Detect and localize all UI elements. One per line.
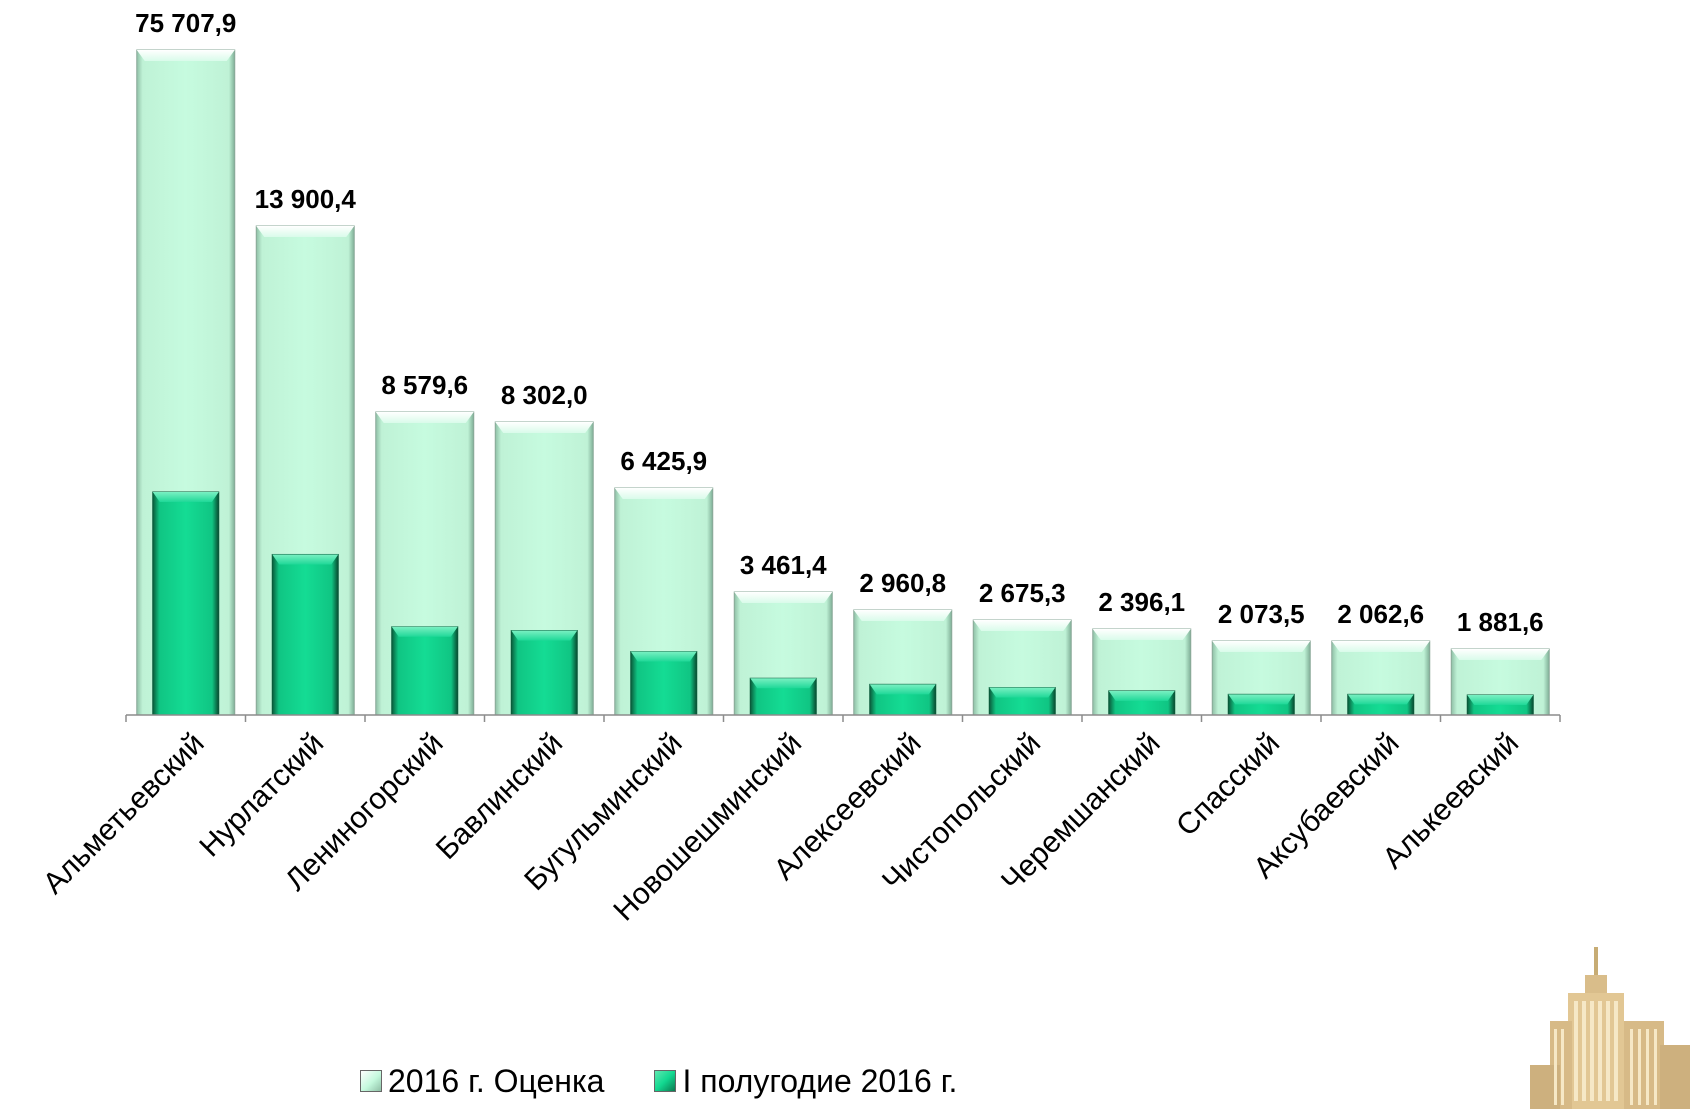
legend-item-estimate: 2016 г. Оценка bbox=[360, 1063, 604, 1100]
value-label: 6 425,9 bbox=[620, 446, 707, 476]
bar-estimate-bevel bbox=[853, 610, 952, 621]
value-label: 8 302,0 bbox=[501, 380, 588, 410]
bar-group bbox=[494, 421, 594, 716]
bar-group bbox=[255, 225, 355, 716]
bar-estimate-bevel bbox=[973, 620, 1072, 631]
bar-estimate-bevel bbox=[734, 592, 833, 603]
bar-group bbox=[375, 411, 475, 716]
legend-item-half-year: I полугодие 2016 г. bbox=[654, 1063, 957, 1100]
legend: 2016 г. Оценка I полугодие 2016 г. bbox=[360, 1061, 1007, 1101]
bar-group bbox=[136, 49, 236, 716]
bar-estimate-bevel bbox=[375, 412, 474, 423]
bar-group bbox=[1092, 628, 1192, 716]
value-label: 2 675,3 bbox=[979, 578, 1066, 608]
bar-estimate-bevel bbox=[256, 226, 355, 237]
legend-swatch-estimate bbox=[360, 1070, 382, 1092]
value-label: 13 900,4 bbox=[255, 184, 357, 214]
bar-half-year-bevel bbox=[272, 554, 339, 565]
bar-half-year-bevel bbox=[869, 684, 936, 695]
bar-half-year-bevel bbox=[630, 651, 697, 662]
bar-estimate-bevel bbox=[1212, 641, 1311, 652]
value-label: 2 396,1 bbox=[1098, 587, 1185, 617]
value-label: 3 461,4 bbox=[740, 550, 827, 580]
bar-group bbox=[972, 619, 1072, 716]
bar-half-year-bevel bbox=[152, 492, 219, 502]
bar-estimate-bevel bbox=[614, 488, 713, 499]
value-label: 2 960,8 bbox=[859, 568, 946, 598]
legend-label-half-year: I полугодие 2016 г. bbox=[682, 1062, 958, 1099]
bar-group bbox=[853, 609, 953, 716]
bar-half-year-bevel bbox=[989, 687, 1056, 698]
building-icon bbox=[1530, 947, 1690, 1109]
bar-estimate-bevel bbox=[495, 422, 594, 433]
bar-half-year bbox=[510, 630, 578, 716]
value-label: 2 062,6 bbox=[1337, 599, 1424, 629]
bar-half-year bbox=[152, 491, 220, 716]
bar-half-year-bevel bbox=[1347, 694, 1414, 705]
bar-estimate-bevel bbox=[1451, 649, 1550, 660]
bar-group bbox=[733, 591, 833, 716]
category-label: Альметьевский bbox=[37, 727, 211, 901]
bar-half-year-bevel bbox=[750, 678, 817, 689]
bar-group bbox=[1211, 640, 1311, 716]
value-label: 8 579,6 bbox=[381, 370, 468, 400]
bar-half-year-bevel bbox=[1108, 690, 1175, 701]
bar-half-year-bevel bbox=[1467, 695, 1534, 705]
bar-estimate-bevel bbox=[1331, 641, 1430, 652]
bar-estimate-bevel bbox=[1092, 629, 1191, 640]
legend-swatch-half-year bbox=[654, 1070, 677, 1092]
bar-half-year-bevel bbox=[511, 630, 578, 641]
bar-half-year bbox=[271, 553, 339, 716]
value-label: 75 707,9 bbox=[135, 8, 236, 38]
bar-half-year-bevel bbox=[1228, 694, 1295, 705]
bar-half-year-bevel bbox=[391, 626, 458, 637]
bar-half-year bbox=[630, 651, 698, 716]
bar-group bbox=[1331, 640, 1431, 716]
value-label: 1 881,6 bbox=[1457, 607, 1544, 637]
bar-half-year bbox=[391, 626, 459, 716]
value-label: 2 073,5 bbox=[1218, 599, 1305, 629]
category-label: Спасский bbox=[1170, 727, 1286, 843]
bar-estimate-bevel bbox=[136, 50, 235, 61]
legend-label-estimate: 2016 г. Оценка bbox=[388, 1062, 605, 1099]
bar-group bbox=[1450, 648, 1550, 716]
bar-group bbox=[614, 487, 714, 716]
